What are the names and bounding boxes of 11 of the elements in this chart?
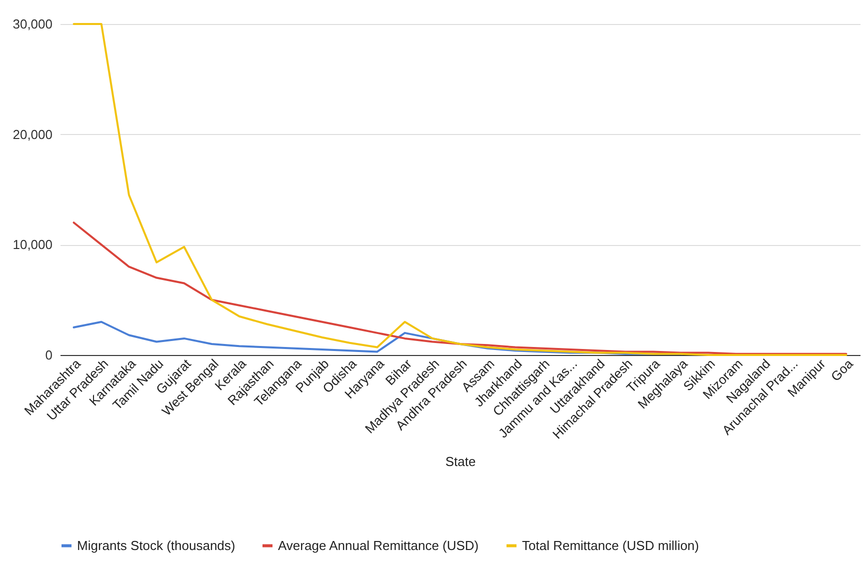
line-series (72, 23, 848, 356)
y-tick-label: 30,000 (12, 16, 52, 32)
y-tick-label: 20,000 (12, 126, 52, 142)
legend-label: Total Remittance (USD million) (522, 538, 699, 553)
y-tick-label: 0 (45, 348, 52, 362)
legend-label: Average Annual Remittance (USD) (278, 538, 479, 553)
legend-label: Migrants Stock (thousands) (77, 538, 236, 553)
x-axis-title: State (445, 454, 476, 469)
y-tick-label: 10,000 (12, 237, 52, 252)
line-series (72, 222, 848, 355)
x-tick-label: Goa (828, 356, 856, 384)
